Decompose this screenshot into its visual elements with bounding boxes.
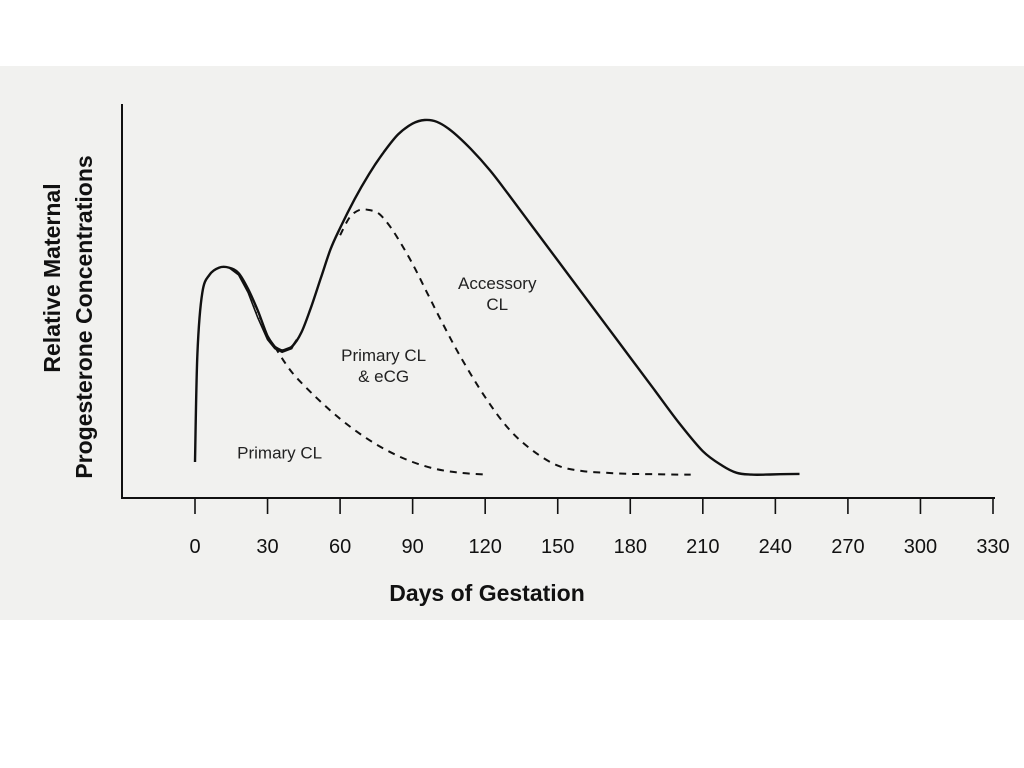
series-line-4 <box>339 208 691 476</box>
x-axis-title: Days of Gestation <box>389 580 585 606</box>
x-tick-label: 180 <box>614 536 647 558</box>
x-tick-label: 330 <box>976 536 1009 558</box>
annotation-label: Accessory CL <box>458 274 537 314</box>
x-tick-label: 60 <box>329 536 351 558</box>
annotation-line: Primary CL <box>341 346 426 365</box>
x-tick-label: 120 <box>468 536 501 558</box>
annotations: Primary CL Primary CL & eCG Accessory CL <box>237 274 537 462</box>
background-band <box>0 66 1024 620</box>
series-layer <box>193 118 800 476</box>
axes <box>121 104 995 499</box>
x-tick-label: 0 <box>189 536 200 558</box>
annotation-label: Primary CL <box>237 443 322 462</box>
x-tick-label: 150 <box>541 536 574 558</box>
x-tick-label: 300 <box>904 536 937 558</box>
annotation-line: Primary CL <box>237 443 322 462</box>
x-axis-ticks: 0 30 60 90 120 150 180 210 240 270 300 330 <box>189 498 1010 558</box>
x-tick-label: 90 <box>402 536 424 558</box>
y-axis-title: Relative Maternal Progesterone Concentra… <box>39 155 97 478</box>
series-line-2 <box>274 118 800 476</box>
y-axis-title-line-1: Relative Maternal <box>39 183 65 372</box>
annotation-line: Accessory <box>458 274 537 293</box>
x-tick-label: 270 <box>831 536 864 558</box>
x-tick-label: 240 <box>759 536 792 558</box>
series-line-1 <box>193 265 276 463</box>
x-tick-label: 30 <box>256 536 278 558</box>
annotation-line: CL <box>486 295 508 314</box>
annotation-line: & eCG <box>358 367 409 386</box>
y-axis-title-line-2: Progesterone Concentrations <box>71 155 97 478</box>
x-tick-label: 210 <box>686 536 719 558</box>
annotation-label: Primary CL & eCG <box>341 346 426 386</box>
